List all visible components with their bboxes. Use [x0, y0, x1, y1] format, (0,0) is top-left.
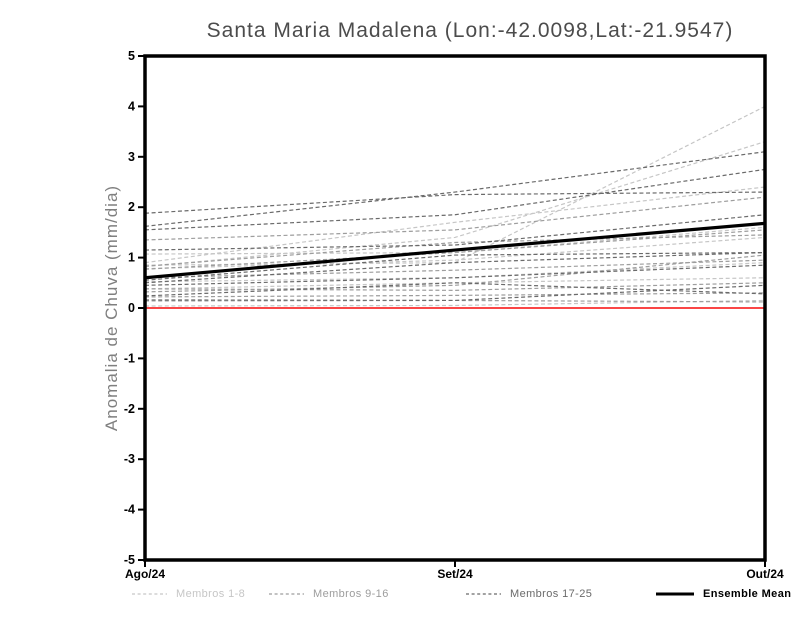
x-axis-tick-label: Out/24 — [746, 567, 784, 581]
y-axis-tick-label: 1 — [128, 251, 135, 265]
ensemble-member-line-group1 — [144, 226, 766, 255]
legend-line-sample-dashed-medium — [269, 593, 304, 595]
ensemble-member-line-group1 — [144, 262, 766, 283]
y-axis-tick-label: -2 — [124, 402, 135, 416]
legend-item-membros-17-25: Membros 17-25 — [465, 586, 592, 602]
chart-title: Santa Maria Madalena (Lon:-42.0098,Lat:-… — [206, 19, 734, 42]
ensemble-member-line-group2 — [144, 299, 766, 303]
legend-item-membros-1-8: Membros 1-8 — [131, 586, 245, 602]
legend-item-ensemble-mean: Ensemble Mean — [655, 586, 791, 602]
ensemble-member-line-group3 — [144, 168, 766, 231]
y-axis-tick-label: 4 — [128, 99, 135, 113]
y-axis-tick-label: 0 — [128, 301, 135, 315]
ensemble-member-line-group2 — [144, 254, 766, 293]
ensemble-member-line-group1 — [144, 277, 766, 290]
ensemble-member-line-group3 — [144, 264, 766, 286]
ensemble-member-line-group3 — [144, 214, 766, 251]
legend-line-sample-solid — [656, 592, 694, 596]
ensemble-member-line-group2 — [144, 282, 766, 291]
y-axis-tick-label: 2 — [128, 200, 135, 214]
ensemble-member-line-group3 — [144, 191, 766, 214]
ensemble-member-line-group2 — [144, 196, 766, 241]
y-axis-tick-label: -1 — [124, 351, 135, 365]
y-axis-tick-label: 5 — [128, 49, 135, 63]
legend-label: Membros 17-25 — [510, 588, 593, 600]
ensemble-member-line-group2 — [144, 292, 766, 298]
y-axis-tick-label: -3 — [124, 452, 135, 466]
legend-label: Membros 1-8 — [176, 588, 246, 600]
ensemble-member-line-group3 — [144, 251, 766, 284]
legend-line-sample-dashed-light — [132, 593, 167, 595]
ensemble-member-line-group3 — [144, 151, 766, 227]
ensemble-member-line-group1 — [144, 186, 766, 264]
legend-label: Ensemble Mean — [703, 588, 792, 600]
y-axis-tick-label: -5 — [124, 553, 135, 567]
ensemble-member-line-group3 — [144, 251, 766, 281]
x-axis-tick-label: Set/24 — [437, 567, 473, 581]
y-axis-tick-label: 3 — [128, 150, 135, 164]
ensemble-mean-line — [144, 221, 766, 280]
y-axis-tick-label: -4 — [124, 503, 135, 517]
ensemble-member-line-group1 — [144, 105, 766, 266]
legend-item-membros-9-16: Membros 9-16 — [268, 586, 389, 602]
ensemble-member-line-group2 — [144, 259, 766, 279]
ensemble-member-line-group3 — [144, 284, 766, 302]
legend-line-sample-dashed-dark — [466, 593, 501, 595]
legend-label: Membros 9-16 — [313, 588, 389, 600]
ensemble-member-line-group2 — [144, 229, 766, 270]
ensemble-member-line-group1 — [144, 299, 766, 307]
ensemble-member-line-group1 — [144, 236, 766, 270]
x-axis-tick-label: Ago/24 — [125, 567, 165, 581]
ensemble-member-line-group1 — [144, 141, 766, 268]
